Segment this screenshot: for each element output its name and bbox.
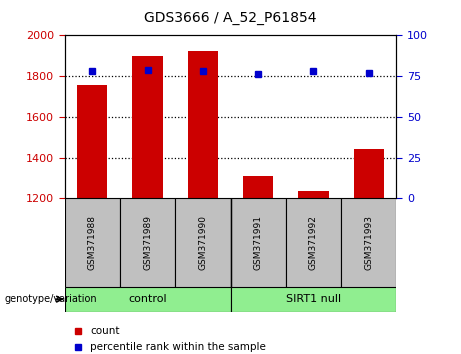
Bar xyxy=(243,176,273,198)
Bar xyxy=(188,51,218,198)
Text: genotype/variation: genotype/variation xyxy=(5,294,97,304)
Bar xyxy=(120,198,175,287)
Text: GSM371992: GSM371992 xyxy=(309,215,318,270)
Bar xyxy=(286,198,341,287)
Text: SIRT1 null: SIRT1 null xyxy=(286,294,341,304)
Bar xyxy=(341,198,396,287)
Text: GSM371993: GSM371993 xyxy=(364,215,373,270)
Bar xyxy=(354,149,384,198)
Bar xyxy=(132,56,163,198)
Bar xyxy=(65,287,230,312)
Bar xyxy=(230,287,396,312)
Text: GSM371988: GSM371988 xyxy=(88,215,97,270)
Text: GSM371990: GSM371990 xyxy=(198,215,207,270)
Text: GSM371991: GSM371991 xyxy=(254,215,263,270)
Bar xyxy=(230,198,286,287)
Text: percentile rank within the sample: percentile rank within the sample xyxy=(90,342,266,352)
Text: GDS3666 / A_52_P61854: GDS3666 / A_52_P61854 xyxy=(144,11,317,25)
Bar xyxy=(175,198,230,287)
Bar xyxy=(65,198,120,287)
Text: control: control xyxy=(128,294,167,304)
Text: count: count xyxy=(90,326,119,336)
Bar xyxy=(298,191,329,198)
Bar xyxy=(77,85,107,198)
Text: GSM371989: GSM371989 xyxy=(143,215,152,270)
